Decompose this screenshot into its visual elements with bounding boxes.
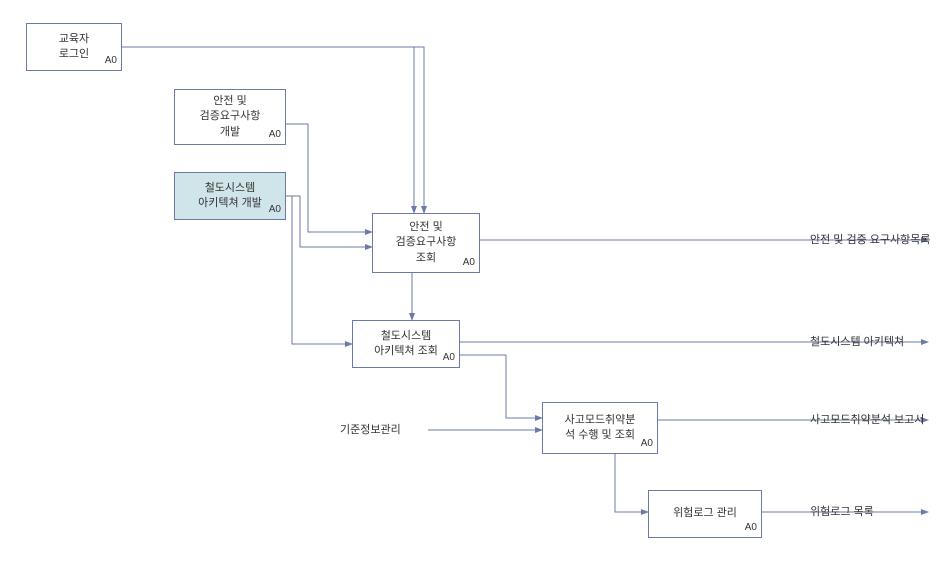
output-label-out_accident: 사고모드취약분석 보고서 (810, 411, 924, 427)
flowchart-edges (0, 0, 937, 579)
flow-node-corner: A0 (269, 203, 281, 217)
flow-node-login: 교육자 로그인 A0 (26, 23, 122, 71)
flow-node-req_query: 안전 및 검증요구사항 조회A0 (372, 213, 480, 273)
output-label-out_req: 안전 및 검증 요구사항목록 (810, 231, 931, 247)
flow-node-label: 철도시스템 아키텍쳐 조회 (370, 327, 442, 362)
flow-node-arch_dev: 철도시스템 아키텍쳐 개발A0 (174, 172, 286, 220)
flow-node-label: 안전 및 검증요구사항 조회 (392, 218, 461, 268)
flow-node-label: 사고모드취약분 석 수행 및 조회 (561, 411, 640, 446)
output-label-out_arch: 철도시스템 아키텍쳐 (810, 333, 904, 349)
flow-node-arch_query: 철도시스템 아키텍쳐 조회A0 (352, 320, 460, 368)
flow-node-corner: A0 (463, 256, 475, 270)
flow-node-corner: A0 (641, 437, 653, 451)
edge-e_reqdev_down (286, 124, 372, 232)
input-label-in_baseinfo: 기준정보관리 (340, 421, 401, 437)
flow-node-label: 안전 및 검증요구사항 개발 (196, 92, 265, 142)
flow-node-label: 철도시스템 아키텍쳐 개발 (194, 179, 266, 214)
flow-node-corner: A0 (443, 351, 455, 365)
edge-e_archq_to_acc (460, 355, 542, 418)
edge-e_acc_to_risk (615, 454, 648, 512)
flow-node-req_dev: 안전 및 검증요구사항 개발 A0 (174, 89, 286, 145)
edge-e_archdev_to_archq (286, 196, 352, 344)
output-label-out_risklog: 위험로그 목록 (810, 503, 874, 519)
flow-node-corner: A0 (105, 54, 117, 68)
flow-node-accident: 사고모드취약분 석 수행 및 조회A0 (542, 402, 658, 454)
flow-node-label: 교육자 로그인 (55, 30, 93, 65)
flow-node-corner: A0 (269, 128, 281, 142)
flow-node-risklog: 위험로그 관리 A0 (648, 490, 762, 538)
flow-node-label: 위험로그 관리 (669, 504, 741, 523)
flow-node-corner: A0 (745, 521, 757, 535)
edge-e_archdev_down (286, 196, 372, 247)
